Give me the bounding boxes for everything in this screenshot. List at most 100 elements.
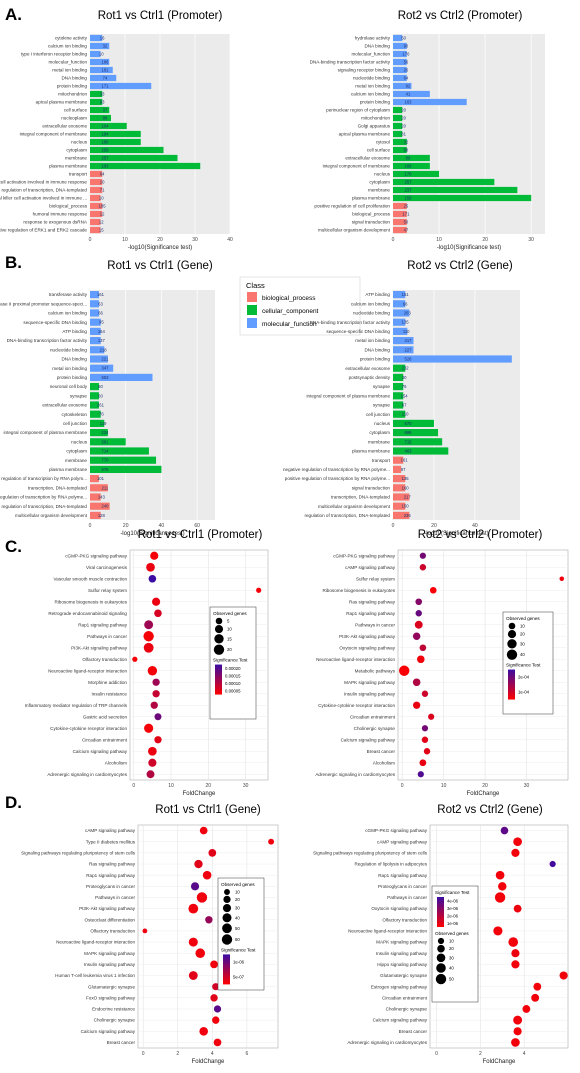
bar-count-label: 151 [402, 292, 410, 297]
bar-calcium-ion-binding [90, 42, 110, 50]
pathway-label: Adrenergic signaling in cardiomyocytes [347, 1040, 427, 1045]
go-legend-title: Class [246, 281, 265, 290]
x-tick-label: 40 [472, 523, 478, 529]
legend-swatch-molecular-function [247, 318, 257, 328]
x-tick-label: 30 [528, 237, 534, 243]
category-label: apical plasma membrane [339, 132, 391, 137]
plot-panel [90, 290, 215, 520]
bar-count-label: 227 [405, 347, 413, 352]
point-calcium-signaling-pathway [421, 736, 429, 743]
point-regulation-of-lipolysis-in-adipocytes [549, 860, 556, 868]
pathway-label: Pathways in cancer [87, 634, 127, 639]
point-pathways-in-cancer [196, 892, 208, 903]
category-label: sequence-specific DNA binding [23, 320, 87, 325]
bar-count-label: 137 [98, 338, 106, 343]
bar-count-label: 171 [102, 84, 110, 89]
category-label: protein binding [360, 357, 391, 362]
pathway-label: Hippo signaling pathway [377, 962, 428, 967]
bar-count-label: 185 [99, 204, 107, 209]
panel-label-b: B. [5, 253, 22, 272]
bar-count-label: 234 [101, 430, 109, 435]
dot-chart-d1: Rot1 vs Ctrl1 (Gene) 0 2 4 6 cAMP signaling p… [21, 804, 279, 1065]
category-label: extracellular exosome [42, 403, 87, 408]
bar-negative-regulation-of-transcription-by-rna-polyme [393, 465, 402, 473]
pathway-label: Cholinergic synapse [354, 726, 396, 731]
bar-cytoplasm [90, 146, 164, 154]
bar-count-label: 25 [404, 204, 409, 209]
bar-synapse [393, 401, 404, 409]
point-sulfur-relay-system [559, 576, 565, 581]
point-inflammatory-mediator-regulation-of-trp-channels [150, 701, 158, 709]
bar-type-i-interferon-receptor-binding [90, 50, 101, 58]
legend-d2: Significance Test 4e-06 3e-06 2e-06 1e-06 Obs… [431, 885, 479, 1003]
pathway-label: Olfactory transduction [382, 917, 427, 922]
bar-count-label: 66 [98, 311, 103, 316]
point-glutamatergic-synapse [559, 971, 568, 980]
point-cholinergic-synapse [212, 1016, 220, 1024]
bar-integral-component-of-membrane [393, 162, 430, 170]
bar-extracellular-exosome [90, 122, 127, 130]
legend-c2: Observed genes 10 20 30 40 Significance Test 2… [502, 611, 554, 715]
x-tick-label: 2 [176, 1051, 179, 1057]
category-label: cytoskeleton [61, 412, 87, 417]
x-tick-label: 20 [431, 523, 437, 529]
bar-dna-binding [90, 355, 108, 363]
bar-golgi-apparatus [393, 122, 403, 130]
bar-atp-binding [393, 291, 406, 299]
size-legend-label: 10 [520, 624, 525, 629]
point-neuroactive-ligand-receptor-interaction [417, 655, 425, 664]
chart-title: Rot2 vs Ctrl2 (Gene) [407, 260, 513, 272]
category-label: negative regulation of transcription by … [283, 467, 390, 472]
pathway-label: Oxytocin signaling pathway [371, 906, 427, 911]
bar-plasma-membrane [90, 465, 162, 473]
category-label: sequence-specific DNA binding [326, 329, 390, 334]
point-sulfur-relay-system [256, 587, 262, 593]
pathway-label: Breast cancer [399, 1029, 428, 1034]
bar-apical-plasma-membrane [393, 130, 403, 138]
point-adrenergic-signaling-in-cardiomyocytes [146, 770, 155, 779]
category-label: synapse [373, 403, 391, 408]
bar-positive-regulation-of-transcription-by-rna-polyme [393, 475, 406, 483]
pathway-label: MAPK signaling pathway [84, 951, 136, 956]
pathway-label: Calcium signaling pathway [81, 1029, 136, 1034]
category-label: plasma membrane [49, 164, 87, 169]
category-label: transport [372, 458, 391, 463]
color-tick-label: 3e-06 [447, 906, 459, 911]
bar-count-label: 97 [401, 467, 406, 472]
size-legend-dot [508, 622, 516, 630]
point-cholinergic-synapse [522, 1005, 531, 1013]
bar-dna-binding-transcription-factor-activity [90, 337, 101, 345]
pathway-label: Neuroactive ligand-receptor interaction [56, 940, 135, 945]
bar-count-label: 63 [100, 100, 105, 105]
bar-neuronal-cell-body [90, 383, 99, 391]
point-olfactory-transduction [132, 656, 138, 662]
bar-count-label: 16 [100, 36, 105, 41]
bar-transport [393, 456, 404, 464]
pathway-label: Proteoglycans in cancer [378, 884, 427, 889]
point-breast-cancer [423, 748, 431, 755]
category-label: cell junction [366, 412, 390, 417]
pathway-label: Estrogen signaling pathway [371, 984, 428, 989]
category-label: DNA-binding transcription factor activit… [310, 60, 391, 65]
bar-count-label: 261 [97, 403, 105, 408]
bar-cytoplasm [393, 178, 495, 186]
size-legend-dot [213, 644, 225, 655]
category-label: DNA binding [61, 76, 87, 81]
point-oxytocin-signaling-pathway [513, 904, 522, 913]
bar-biological-process [90, 202, 103, 210]
category-label: nucleotide binding [353, 311, 390, 316]
bar-count-label: 71 [100, 188, 105, 193]
bar-regulation-of-transcription-dna-templated [90, 186, 103, 194]
color-tick-label: 1e-06 [447, 921, 459, 926]
category-label: cytoplasm [66, 148, 87, 153]
category-label: DNA-binding transcription factor activit… [310, 320, 391, 325]
pathway-label: cGMP-PKG signaling pathway [365, 828, 427, 833]
bar-count-label: 30 [402, 375, 407, 380]
bar-sequence-specific-dna-binding [90, 318, 101, 326]
pathway-label: Glutamatergic synapse [380, 973, 427, 978]
bar-membrane [90, 456, 157, 464]
category-label: integral component of plasma membrane [307, 393, 391, 398]
bar-dna-binding [393, 346, 414, 354]
bar-count-label: 159 [405, 196, 413, 201]
pathway-label: Adrenergic signaling in cardiomyocytes [47, 772, 127, 777]
